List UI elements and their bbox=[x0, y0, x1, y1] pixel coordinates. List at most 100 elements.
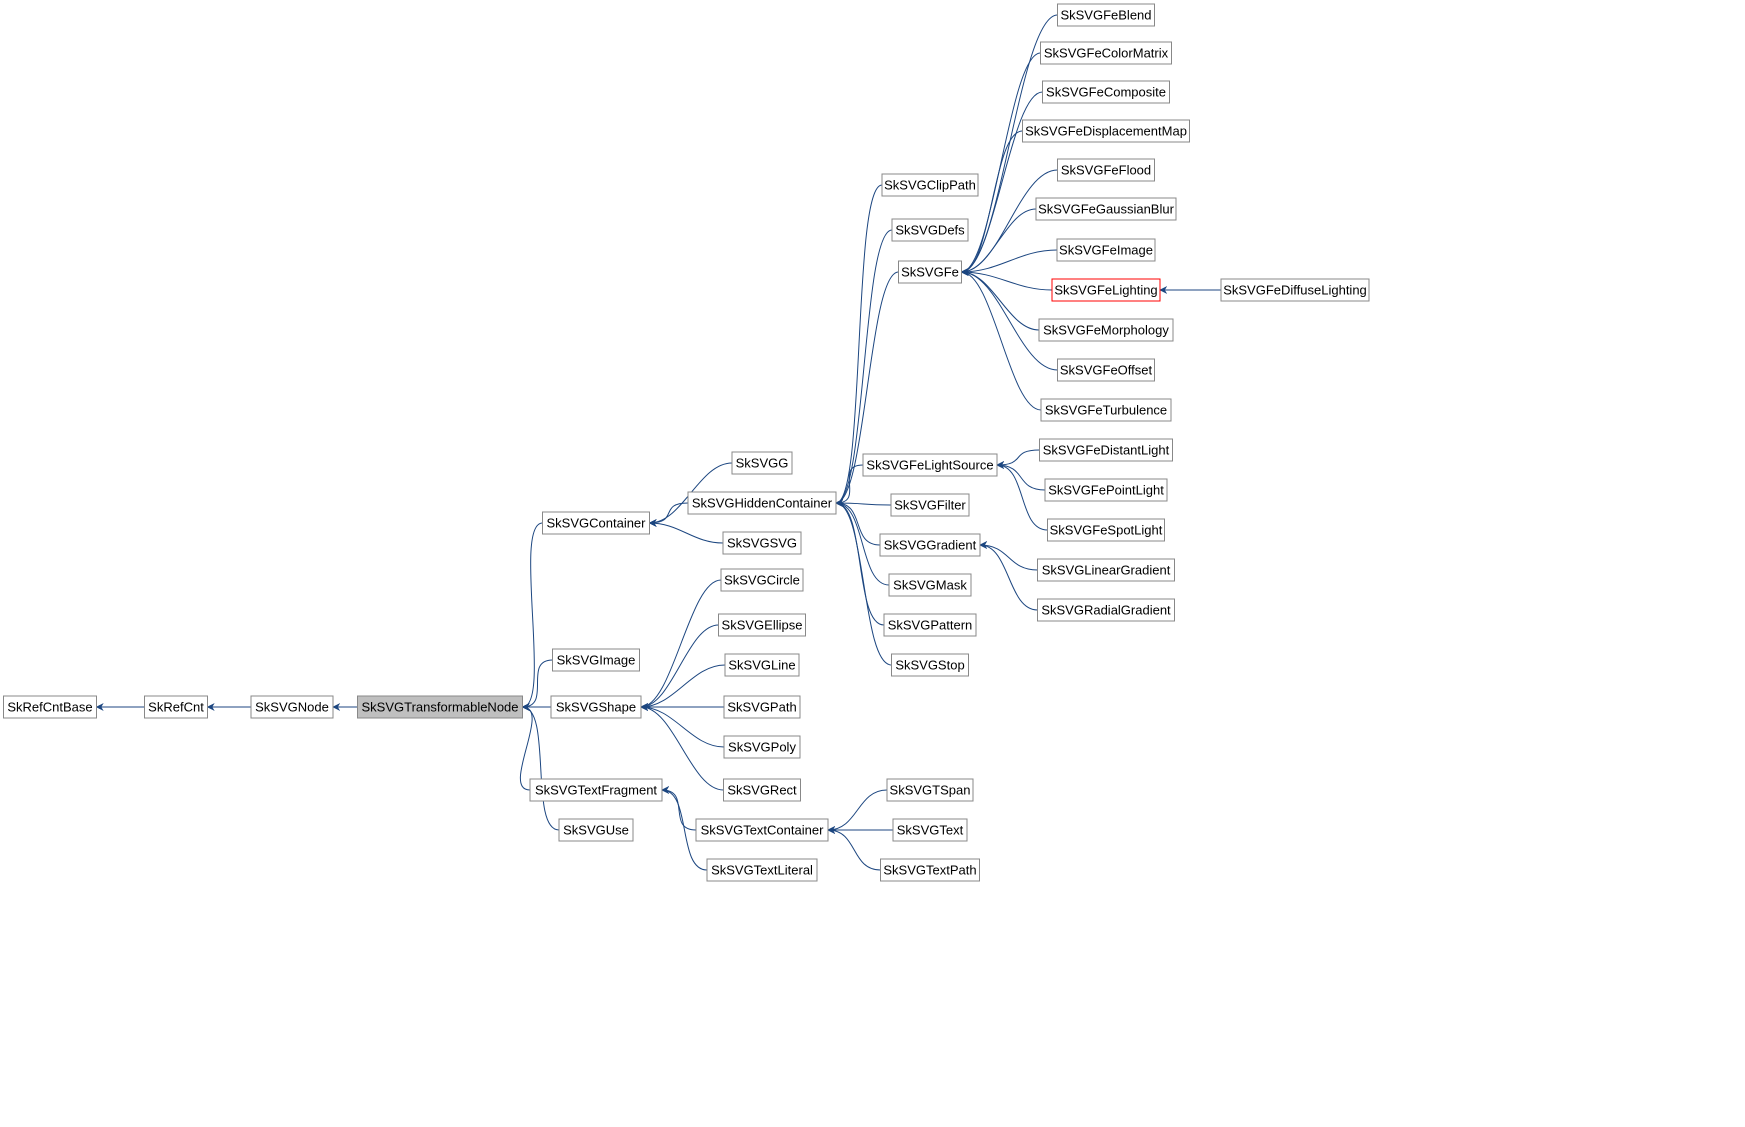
node-SkRefCntBase[interactable]: SkRefCntBase bbox=[4, 696, 97, 718]
edge-SkSVGFeMorphology-to-SkSVGFe bbox=[962, 272, 1040, 330]
node-label: SkSVGFilter bbox=[894, 497, 966, 512]
node-SkSVGUse[interactable]: SkSVGUse bbox=[559, 819, 633, 841]
node-label: SkSVGFeComposite bbox=[1046, 84, 1166, 99]
node-label: SkSVGFeDisplacementMap bbox=[1025, 123, 1187, 138]
node-label: SkSVGTextFragment bbox=[535, 782, 657, 797]
node-SkSVGFeLighting[interactable]: SkSVGFeLighting bbox=[1052, 279, 1160, 301]
node-SkSVGSVG[interactable]: SkSVGSVG bbox=[723, 532, 801, 554]
node-label: SkSVGFeSpotLight bbox=[1050, 522, 1163, 537]
node-SkSVGHiddenContainer[interactable]: SkSVGHiddenContainer bbox=[688, 492, 836, 514]
node-SkSVGFeGaussianBlur[interactable]: SkSVGFeGaussianBlur bbox=[1036, 198, 1176, 220]
node-label: SkSVGContainer bbox=[547, 515, 647, 530]
edge-SkSVGSVG-to-SkSVGContainer bbox=[650, 523, 724, 543]
node-label: SkSVGFe bbox=[901, 264, 959, 279]
edge-SkSVGFePointLight-to-SkSVGFeLightSource bbox=[997, 465, 1045, 490]
node-SkSVGFeTurbulence[interactable]: SkSVGFeTurbulence bbox=[1041, 399, 1171, 421]
edge-SkSVGUse-to-SkSVGTransformableNode bbox=[523, 707, 560, 830]
node-SkSVGFeImage[interactable]: SkSVGFeImage bbox=[1057, 239, 1155, 261]
node-SkSVGTSpan[interactable]: SkSVGTSpan bbox=[887, 779, 973, 801]
node-SkSVGStop[interactable]: SkSVGStop bbox=[892, 654, 969, 676]
node-label: SkSVGNode bbox=[255, 699, 329, 714]
node-SkSVGRect[interactable]: SkSVGRect bbox=[724, 779, 801, 801]
node-SkSVGPoly[interactable]: SkSVGPoly bbox=[724, 736, 800, 758]
node-SkSVGTextFragment[interactable]: SkSVGTextFragment bbox=[530, 779, 662, 801]
edge-SkSVGFeSpotLight-to-SkSVGFeLightSource bbox=[997, 465, 1048, 530]
node-SkSVGText[interactable]: SkSVGText bbox=[893, 819, 967, 841]
node-SkSVGGradient[interactable]: SkSVGGradient bbox=[880, 534, 980, 556]
node-SkSVGImage[interactable]: SkSVGImage bbox=[553, 649, 640, 671]
node-label: SkSVGFeImage bbox=[1059, 242, 1153, 257]
edge-SkSVGContainer-to-SkSVGTransformableNode bbox=[523, 523, 543, 707]
node-SkSVGFe[interactable]: SkSVGFe bbox=[899, 261, 962, 283]
node-label: SkSVGLine bbox=[728, 657, 795, 672]
node-label: SkSVGTextContainer bbox=[701, 822, 825, 837]
node-SkSVGTextLiteral[interactable]: SkSVGTextLiteral bbox=[707, 859, 817, 881]
node-label: SkSVGImage bbox=[557, 652, 636, 667]
node-SkSVGFeDistantLight[interactable]: SkSVGFeDistantLight bbox=[1040, 439, 1173, 461]
node-label: SkSVGLinearGradient bbox=[1042, 562, 1171, 577]
node-SkSVGFeDisplacementMap[interactable]: SkSVGFeDisplacementMap bbox=[1023, 120, 1190, 142]
node-SkSVGFeComposite[interactable]: SkSVGFeComposite bbox=[1043, 81, 1170, 103]
node-SkSVGFeOffset[interactable]: SkSVGFeOffset bbox=[1058, 359, 1155, 381]
node-label: SkSVGFeFlood bbox=[1061, 162, 1151, 177]
node-SkSVGPattern[interactable]: SkSVGPattern bbox=[884, 614, 976, 636]
node-label: SkSVGTextPath bbox=[883, 862, 976, 877]
node-SkSVGShape[interactable]: SkSVGShape bbox=[551, 696, 641, 718]
node-SkSVGPath[interactable]: SkSVGPath bbox=[724, 696, 800, 718]
edge-SkSVGTextPath-to-SkSVGTextContainer bbox=[828, 830, 881, 870]
node-SkSVGRadialGradient[interactable]: SkSVGRadialGradient bbox=[1038, 599, 1175, 621]
node-label: SkSVGUse bbox=[563, 822, 629, 837]
node-SkRefCnt[interactable]: SkRefCnt bbox=[145, 696, 208, 718]
node-SkSVGFeLightSource[interactable]: SkSVGFeLightSource bbox=[863, 454, 997, 476]
node-SkSVGNode[interactable]: SkSVGNode bbox=[251, 696, 333, 718]
node-SkSVGFeSpotLight[interactable]: SkSVGFeSpotLight bbox=[1048, 519, 1165, 541]
node-SkSVGTextContainer[interactable]: SkSVGTextContainer bbox=[696, 819, 828, 841]
node-SkSVGClipPath[interactable]: SkSVGClipPath bbox=[882, 174, 978, 196]
node-SkSVGTransformableNode[interactable]: SkSVGTransformableNode bbox=[358, 696, 523, 718]
edge-SkSVGTextFragment-to-SkSVGTransformableNode bbox=[520, 707, 532, 790]
edge-SkSVGFeDisplacementMap-to-SkSVGFe bbox=[962, 131, 1023, 272]
node-label: SkSVGFeColorMatrix bbox=[1044, 45, 1169, 60]
node-label: SkSVGClipPath bbox=[884, 177, 976, 192]
node-SkSVGContainer[interactable]: SkSVGContainer bbox=[543, 512, 650, 534]
node-label: SkSVGG bbox=[736, 455, 789, 470]
edge-SkSVGTSpan-to-SkSVGTextContainer bbox=[828, 790, 887, 830]
node-SkSVGLine[interactable]: SkSVGLine bbox=[725, 654, 799, 676]
node-SkSVGFeMorphology[interactable]: SkSVGFeMorphology bbox=[1039, 319, 1173, 341]
node-label: SkSVGCircle bbox=[724, 572, 800, 587]
node-label: SkSVGPattern bbox=[888, 617, 973, 632]
node-SkSVGDefs[interactable]: SkSVGDefs bbox=[892, 219, 968, 241]
edge-SkSVGLinearGradient-to-SkSVGGradient bbox=[980, 545, 1038, 570]
node-label: SkSVGTSpan bbox=[890, 782, 971, 797]
node-SkSVGFePointLight[interactable]: SkSVGFePointLight bbox=[1045, 479, 1167, 501]
node-SkSVGFeDiffuseLighting[interactable]: SkSVGFeDiffuseLighting bbox=[1221, 279, 1369, 301]
node-label: SkSVGRadialGradient bbox=[1041, 602, 1171, 617]
node-SkSVGFeColorMatrix[interactable]: SkSVGFeColorMatrix bbox=[1041, 42, 1172, 64]
node-SkSVGTextPath[interactable]: SkSVGTextPath bbox=[881, 859, 980, 881]
node-SkSVGLinearGradient[interactable]: SkSVGLinearGradient bbox=[1038, 559, 1175, 581]
node-label: SkSVGStop bbox=[895, 657, 964, 672]
node-SkSVGFilter[interactable]: SkSVGFilter bbox=[891, 494, 969, 516]
node-label: SkSVGDefs bbox=[895, 222, 965, 237]
node-SkSVGMask[interactable]: SkSVGMask bbox=[889, 574, 971, 596]
node-label: SkSVGText bbox=[897, 822, 964, 837]
node-SkSVGEllipse[interactable]: SkSVGEllipse bbox=[719, 614, 806, 636]
edge-SkSVGEllipse-to-SkSVGShape bbox=[641, 625, 719, 707]
node-label: SkSVGFeLightSource bbox=[866, 457, 993, 472]
edge-SkSVGTextContainer-to-SkSVGTextFragment bbox=[662, 790, 696, 830]
edge-SkSVGPoly-to-SkSVGShape bbox=[641, 707, 724, 747]
node-SkSVGCircle[interactable]: SkSVGCircle bbox=[721, 569, 803, 591]
inheritance-diagram: SkRefCntBase SkRefCnt SkSVGNode SkSVGTransf… bbox=[0, 0, 1745, 1127]
edge-SkSVGFeImage-to-SkSVGFe bbox=[962, 250, 1058, 272]
node-label: SkSVGTransformableNode bbox=[361, 699, 518, 714]
node-label: SkSVGHiddenContainer bbox=[692, 495, 833, 510]
node-label: SkSVGFeOffset bbox=[1060, 362, 1153, 377]
node-label: SkSVGFeLighting bbox=[1054, 282, 1157, 297]
node-label: SkSVGFePointLight bbox=[1048, 482, 1164, 497]
edge-SkSVGGradient-to-SkSVGHiddenContainer bbox=[836, 503, 880, 545]
node-label: SkSVGFeDiffuseLighting bbox=[1223, 282, 1367, 297]
node-SkSVGG[interactable]: SkSVGG bbox=[732, 452, 792, 474]
node-label: SkSVGSVG bbox=[727, 535, 797, 550]
node-SkSVGFeBlend[interactable]: SkSVGFeBlend bbox=[1058, 4, 1155, 26]
node-SkSVGFeFlood[interactable]: SkSVGFeFlood bbox=[1058, 159, 1155, 181]
